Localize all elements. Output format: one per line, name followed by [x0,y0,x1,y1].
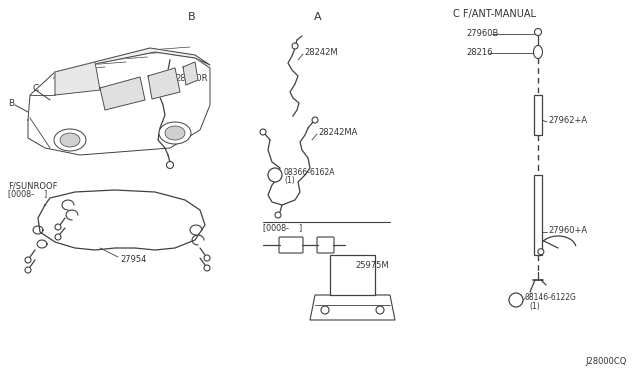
Ellipse shape [60,133,80,147]
Ellipse shape [159,122,191,144]
Text: 27960B: 27960B [466,29,499,38]
Text: A: A [53,71,59,80]
Text: 25975M: 25975M [355,260,388,269]
Circle shape [312,117,318,123]
Bar [330,255,375,295]
FancyBboxPatch shape [279,237,303,253]
Text: B: B [8,99,14,108]
Circle shape [376,306,384,314]
Circle shape [204,255,210,261]
Circle shape [25,257,31,263]
Circle shape [204,265,210,271]
Text: 08146-6122G: 08146-6122G [525,294,577,302]
Text: 28216: 28216 [466,48,493,57]
Ellipse shape [165,126,185,140]
Bar [534,175,542,255]
Circle shape [538,249,544,255]
Text: 27954: 27954 [120,256,147,264]
Text: A: A [314,12,322,22]
Circle shape [268,168,282,182]
Text: F/SUNROOF: F/SUNROOF [8,182,58,190]
Text: (1): (1) [529,301,540,311]
Text: (1): (1) [284,176,295,185]
Text: [0008-    ]: [0008- ] [8,189,47,199]
Circle shape [166,161,173,169]
Bar [534,95,542,135]
Circle shape [275,212,281,218]
Circle shape [292,43,298,49]
Text: [0008-    ]: [0008- ] [263,224,302,232]
Circle shape [55,234,61,240]
Circle shape [534,29,541,35]
Circle shape [260,129,266,135]
Polygon shape [148,68,180,99]
Text: 27962+A: 27962+A [548,115,587,125]
Text: 28242M: 28242M [304,48,338,57]
Circle shape [25,267,31,273]
Text: 28242MA: 28242MA [318,128,357,137]
Text: C F/ANT-MANUAL: C F/ANT-MANUAL [453,9,536,19]
Text: B: B [514,297,518,303]
Text: B: B [188,12,196,22]
Polygon shape [28,52,210,155]
Polygon shape [55,62,100,95]
Text: C: C [32,83,38,93]
Polygon shape [55,48,210,72]
Ellipse shape [534,45,543,58]
Circle shape [321,306,329,314]
Circle shape [55,224,61,230]
FancyBboxPatch shape [317,237,334,253]
Text: 28360R: 28360R [175,74,207,83]
Polygon shape [310,295,395,320]
Circle shape [509,293,523,307]
Ellipse shape [54,129,86,151]
Text: S: S [273,170,277,180]
Text: 27960+A: 27960+A [548,225,587,234]
Polygon shape [183,62,198,85]
Text: J28000CQ: J28000CQ [585,357,627,366]
Text: 08366-6162A: 08366-6162A [284,167,335,176]
Polygon shape [100,77,145,110]
